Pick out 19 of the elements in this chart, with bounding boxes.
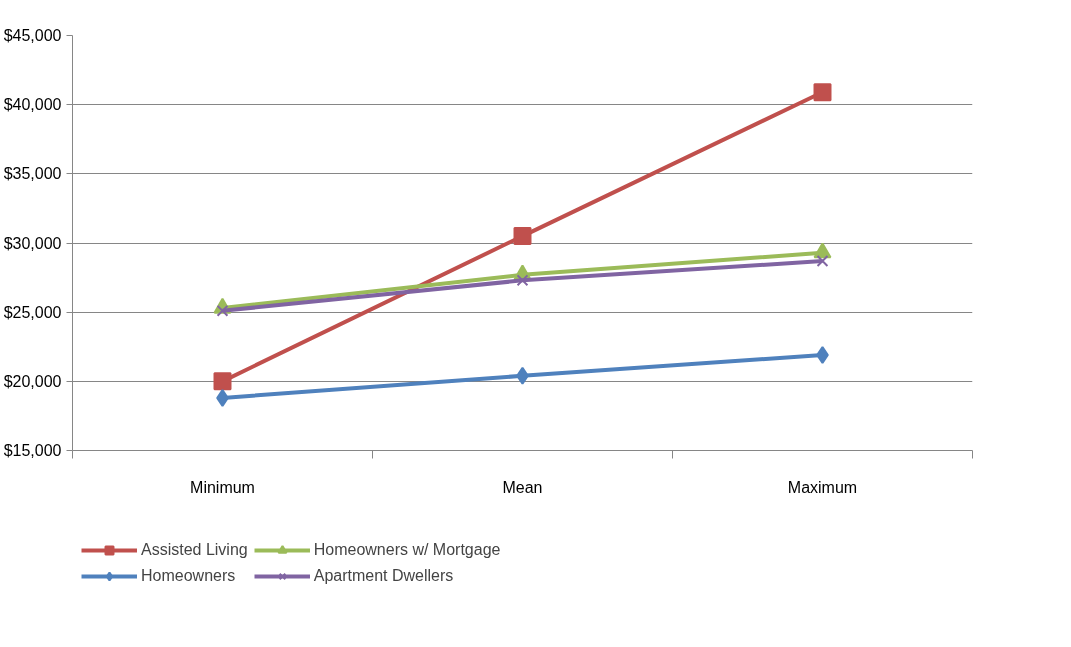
- x-tick-label: Minimum: [190, 478, 255, 496]
- point: [813, 83, 832, 102]
- legend-label: Apartment Dwellers: [313, 567, 454, 585]
- y-tick-label: $30,000: [3, 234, 62, 252]
- point: [213, 372, 232, 391]
- y-tick-label: $40,000: [3, 96, 62, 114]
- x-tick-label: Mean: [502, 478, 543, 496]
- y-tick-label: $45,000: [3, 27, 62, 44]
- point: [816, 255, 829, 267]
- legend-label: Assisted Living: [141, 541, 248, 559]
- point: [516, 274, 529, 287]
- legend-label: Homeowners w/ Mortgage: [313, 541, 501, 559]
- legend-label: Homeowners: [141, 567, 236, 585]
- y-tick-label: $20,000: [3, 372, 62, 390]
- y-tick-label: $15,000: [3, 442, 62, 459]
- point: [513, 227, 532, 246]
- x-tick-label: Maximum: [787, 478, 858, 496]
- y-tick-label: $35,000: [3, 165, 62, 183]
- y-tick-label: $25,000: [3, 303, 62, 321]
